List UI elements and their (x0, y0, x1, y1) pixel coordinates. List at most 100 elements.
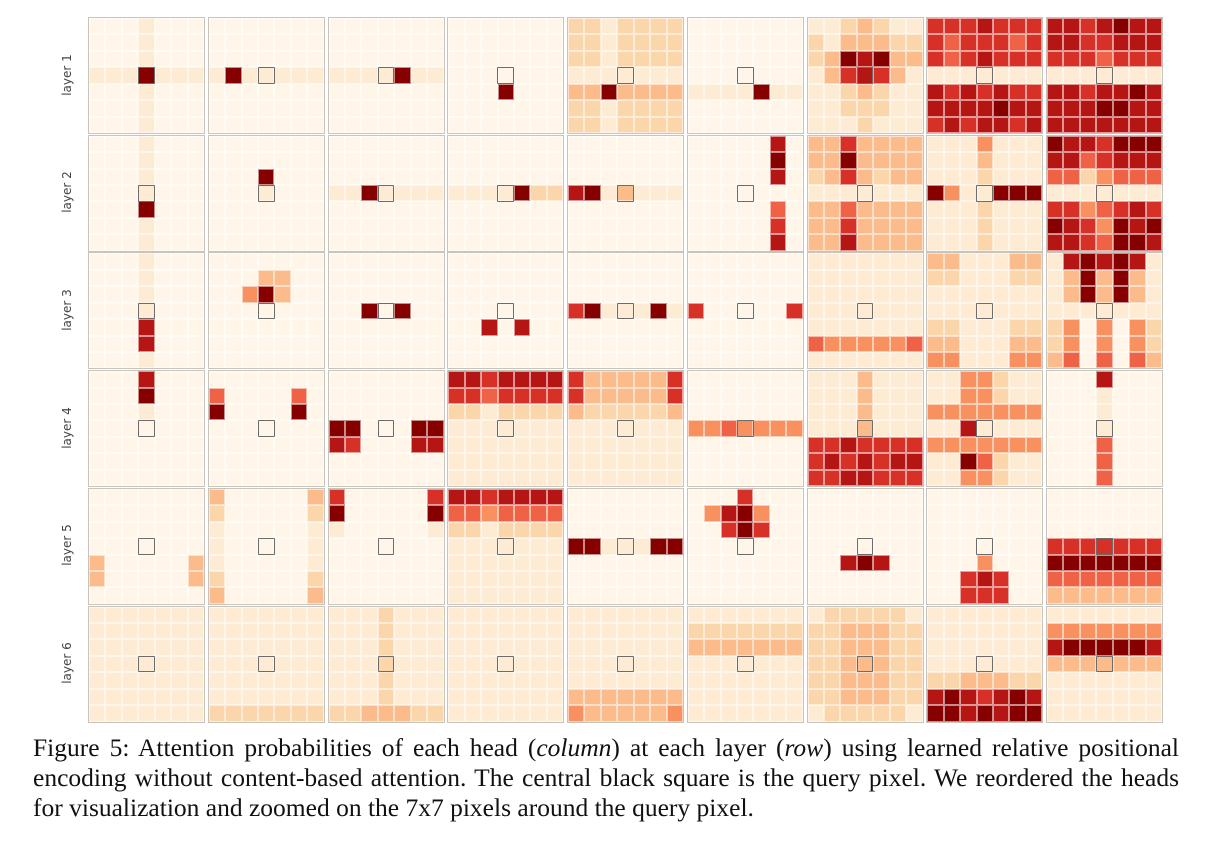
attention-cell (241, 269, 259, 287)
attention-cell (1112, 688, 1130, 706)
attention-cell (1025, 587, 1043, 604)
attention-cell (187, 639, 204, 656)
attention-cell (927, 587, 944, 604)
attention-cell (208, 587, 226, 604)
attention-cell (1079, 201, 1097, 218)
attention-cell (154, 168, 172, 185)
attention-cell (258, 587, 275, 604)
attention-map-layer5-head3 (327, 487, 445, 605)
attention-cell (650, 622, 667, 640)
attention-cell (513, 116, 531, 133)
attention-cell (394, 100, 411, 117)
attention-cell (992, 319, 1010, 336)
attention-cell (344, 217, 362, 235)
attention-cell (513, 184, 531, 202)
attention-cell (840, 319, 857, 336)
attention-cell (720, 18, 738, 35)
attention-cell (943, 521, 961, 539)
attention-cell (753, 168, 770, 185)
attention-cell (344, 436, 362, 454)
attention-cell (737, 453, 754, 470)
attention-cell (704, 100, 721, 117)
row-label-layer-3: layer 3 (60, 289, 74, 331)
attention-cell (687, 351, 705, 369)
attention-cell (530, 319, 547, 336)
attention-cell (344, 234, 362, 251)
attention-cell (720, 387, 738, 404)
attention-cell (258, 319, 275, 336)
attention-cell (666, 420, 683, 437)
attention-cell (943, 116, 961, 133)
attention-cell (840, 83, 857, 101)
attention-cell (856, 672, 874, 689)
attention-cell (617, 387, 634, 404)
attention-cell (873, 184, 890, 202)
attention-cell (943, 319, 961, 336)
attention-cell (737, 488, 754, 506)
attention-cell (856, 351, 874, 369)
attention-cell (1079, 488, 1097, 506)
attention-cell (1079, 505, 1097, 522)
attention-cell (361, 554, 378, 571)
attention-cell (497, 453, 514, 470)
attention-cell (927, 234, 944, 251)
query-pixel-marker (736, 302, 754, 320)
attention-cell (568, 371, 585, 388)
attention-cell (427, 234, 444, 251)
attention-cell (840, 488, 857, 506)
attention-cell (187, 688, 204, 706)
attention-cell (786, 622, 803, 640)
attention-cell (1145, 50, 1162, 68)
attention-cell (1129, 201, 1146, 218)
attention-cell (187, 253, 204, 270)
attention-cell (600, 335, 618, 352)
attention-cell (89, 302, 106, 320)
attention-cell (171, 50, 188, 68)
attention-cell (600, 50, 618, 68)
attention-cell (171, 67, 188, 84)
attention-cell (307, 538, 324, 555)
attention-cell (394, 34, 411, 51)
attention-cell (1129, 184, 1146, 202)
attention-cell (138, 100, 155, 117)
attention-cell (633, 116, 651, 133)
attention-cell (497, 351, 514, 369)
attention-cell (290, 351, 308, 369)
attention-cell (1009, 67, 1026, 84)
attention-cell (617, 587, 634, 604)
attention-cell (568, 521, 585, 539)
attention-cell (1145, 538, 1162, 555)
attention-cell (274, 67, 291, 84)
attention-cell (840, 168, 857, 185)
attention-cell (1025, 622, 1043, 640)
attention-cell (960, 655, 977, 673)
attention-cell (906, 639, 923, 656)
attention-cell (769, 655, 787, 673)
attention-cell (546, 688, 564, 706)
attention-cell (546, 570, 564, 588)
attention-cell (1096, 371, 1113, 388)
attention-cell (258, 234, 275, 251)
attention-cell (546, 538, 564, 555)
attention-cell (960, 302, 977, 320)
attention-cell (1112, 387, 1130, 404)
attention-cell (258, 135, 275, 153)
attention-cell (1079, 453, 1097, 470)
attention-cell (241, 286, 259, 303)
attention-cell (753, 234, 770, 251)
attention-map-layer3-head9 (1046, 252, 1163, 370)
attention-cell (927, 83, 944, 101)
attention-cell (361, 622, 378, 640)
attention-cell (704, 335, 721, 352)
attention-cell (687, 453, 705, 470)
attention-map-layer6-head8 (926, 605, 1044, 723)
query-pixel-marker (617, 655, 634, 673)
attention-cell (410, 269, 428, 287)
attention-cell (241, 554, 259, 571)
attention-cell (1096, 50, 1113, 68)
attention-cell (650, 234, 667, 251)
attention-cell (187, 505, 204, 522)
attention-cell (513, 403, 531, 421)
attention-cell (666, 488, 683, 506)
attention-cell (481, 269, 498, 287)
